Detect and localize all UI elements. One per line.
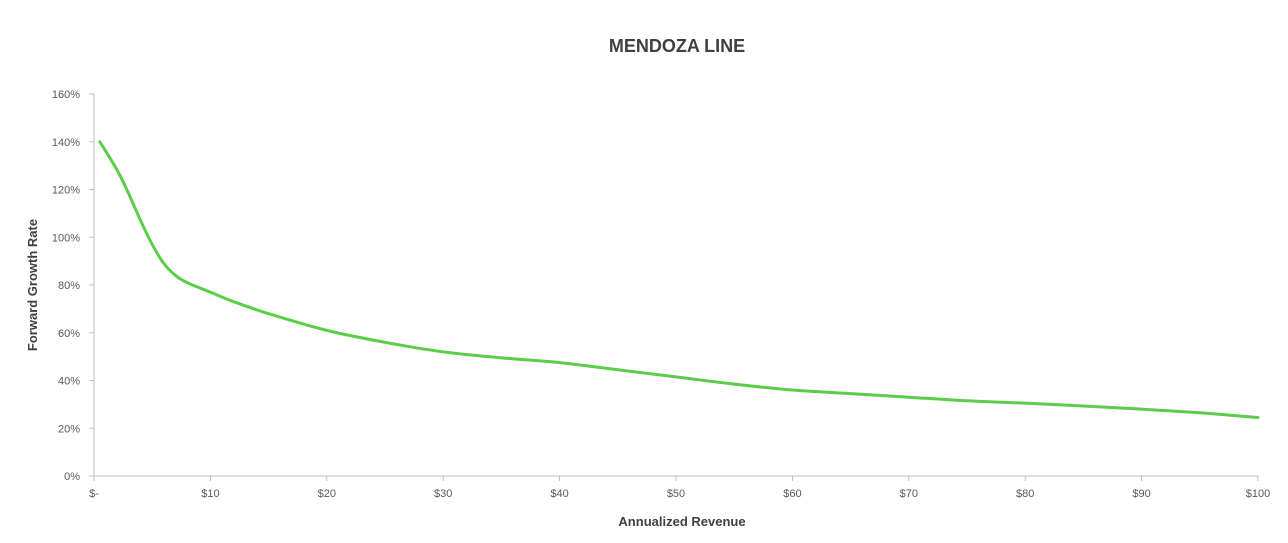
chart-title: MENDOZA LINE [609, 36, 745, 56]
y-tick-label: 80% [58, 280, 80, 292]
x-tick-label: $10 [201, 488, 219, 500]
x-tick-label: $20 [318, 488, 336, 500]
y-tick-label: 40% [58, 376, 80, 388]
series-layer [98, 140, 1260, 420]
y-tick-label: 100% [52, 232, 80, 244]
series-line [98, 140, 1260, 420]
x-axis-title: Annualized Revenue [618, 514, 745, 529]
x-axis: $- $10 $20 $30 $40 $50 $60 $70 $80 $90 $100 [89, 475, 1270, 500]
x-tick-label: $30 [434, 488, 452, 500]
y-axis-title: Forward Growth Rate [25, 219, 40, 351]
x-tick-label: $90 [1132, 488, 1150, 500]
x-tick-label: $- [89, 488, 99, 500]
y-tick-label: 140% [52, 137, 80, 149]
x-tick-label: $60 [783, 488, 801, 500]
x-tick-label: $70 [900, 488, 918, 500]
y-tick-label: 20% [58, 423, 80, 435]
y-tick-label: 120% [52, 185, 80, 197]
y-axis: 0% 20% 40% 60% 80% 100% 120% 140% 160% [52, 89, 95, 483]
y-tick-label: 60% [58, 328, 80, 340]
x-tick-label: $80 [1016, 488, 1034, 500]
x-tick-label: $40 [550, 488, 568, 500]
x-tick-label: $50 [667, 488, 685, 500]
y-tick-label: 160% [52, 89, 80, 101]
y-tick-label: 0% [64, 471, 80, 483]
x-tick-label: $100 [1246, 488, 1270, 500]
